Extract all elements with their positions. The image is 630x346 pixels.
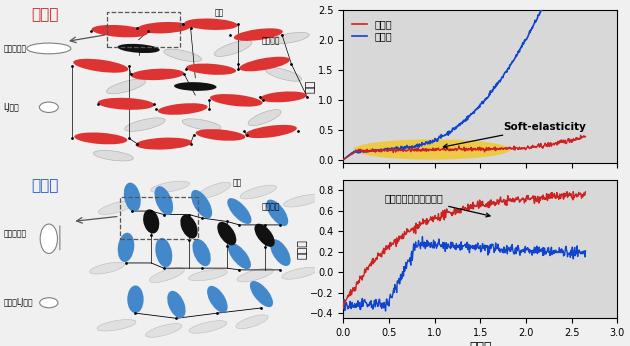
Text: 架橋: 架橋 (214, 9, 224, 18)
Ellipse shape (214, 40, 252, 56)
Ellipse shape (149, 268, 185, 282)
Y-axis label: 応力: 応力 (306, 80, 316, 93)
Ellipse shape (98, 201, 135, 215)
Ellipse shape (248, 110, 281, 126)
Ellipse shape (266, 200, 288, 226)
Ellipse shape (192, 239, 211, 266)
Ellipse shape (239, 57, 290, 71)
Ellipse shape (74, 133, 127, 144)
Ellipse shape (40, 298, 58, 308)
Ellipse shape (240, 185, 277, 199)
Text: 架橋: 架橋 (233, 178, 243, 187)
Ellipse shape (182, 119, 221, 130)
Ellipse shape (196, 129, 245, 141)
Ellipse shape (234, 28, 283, 41)
Ellipse shape (143, 209, 159, 234)
Text: 主鎖内LJ粒子: 主鎖内LJ粒子 (3, 298, 33, 307)
Ellipse shape (186, 64, 236, 75)
Ellipse shape (236, 315, 268, 329)
Ellipse shape (353, 139, 510, 160)
Ellipse shape (93, 151, 134, 161)
Text: メソゲン基配向の進行: メソゲン基配向の進行 (384, 193, 490, 217)
Text: 膨潤粒子: 膨潤粒子 (261, 36, 280, 45)
Ellipse shape (127, 285, 144, 313)
Ellipse shape (260, 91, 307, 102)
Ellipse shape (174, 82, 217, 91)
Ellipse shape (125, 118, 165, 131)
Text: 側鎖型: 側鎖型 (32, 178, 59, 193)
Ellipse shape (124, 183, 140, 212)
Ellipse shape (73, 59, 129, 73)
Ellipse shape (270, 239, 290, 266)
Ellipse shape (156, 238, 172, 267)
Ellipse shape (40, 224, 57, 253)
Ellipse shape (255, 224, 275, 247)
Ellipse shape (284, 194, 321, 207)
Text: メソゲン基: メソゲン基 (3, 229, 26, 238)
Ellipse shape (131, 69, 184, 80)
Text: 膨潤粒子: 膨潤粒子 (261, 202, 280, 211)
Ellipse shape (210, 94, 263, 107)
Ellipse shape (146, 324, 182, 337)
Legend: 主鎖型, 側鎖型: 主鎖型, 側鎖型 (348, 15, 396, 45)
Ellipse shape (39, 102, 59, 112)
Ellipse shape (98, 98, 154, 110)
Ellipse shape (91, 25, 148, 37)
Ellipse shape (227, 198, 251, 224)
Ellipse shape (270, 32, 309, 44)
Ellipse shape (191, 190, 212, 218)
Ellipse shape (135, 138, 192, 149)
Ellipse shape (245, 125, 297, 138)
Ellipse shape (282, 267, 317, 279)
Ellipse shape (228, 243, 251, 269)
Ellipse shape (26, 43, 71, 54)
Ellipse shape (207, 286, 227, 313)
Ellipse shape (118, 233, 134, 262)
Ellipse shape (167, 291, 186, 318)
Ellipse shape (198, 182, 231, 198)
Ellipse shape (137, 22, 190, 34)
Ellipse shape (188, 269, 227, 281)
Text: 主鎖型: 主鎖型 (32, 7, 59, 22)
Text: メソゲン基: メソゲン基 (3, 44, 26, 53)
Text: LJ粒子: LJ粒子 (3, 103, 19, 112)
Ellipse shape (185, 18, 238, 30)
Ellipse shape (151, 181, 190, 193)
Ellipse shape (118, 44, 159, 53)
Ellipse shape (189, 321, 227, 333)
X-axis label: ひずみ: ひずみ (469, 341, 491, 346)
Y-axis label: 配向度: 配向度 (297, 239, 307, 259)
Ellipse shape (180, 215, 198, 239)
Ellipse shape (217, 222, 236, 245)
Ellipse shape (89, 262, 125, 274)
Ellipse shape (106, 79, 146, 94)
Ellipse shape (164, 49, 202, 62)
Ellipse shape (250, 281, 273, 307)
Ellipse shape (265, 67, 302, 81)
Text: Soft-elasticity: Soft-elasticity (444, 122, 586, 148)
Ellipse shape (158, 103, 207, 115)
Ellipse shape (154, 186, 173, 215)
Ellipse shape (97, 319, 136, 331)
Ellipse shape (237, 268, 273, 282)
